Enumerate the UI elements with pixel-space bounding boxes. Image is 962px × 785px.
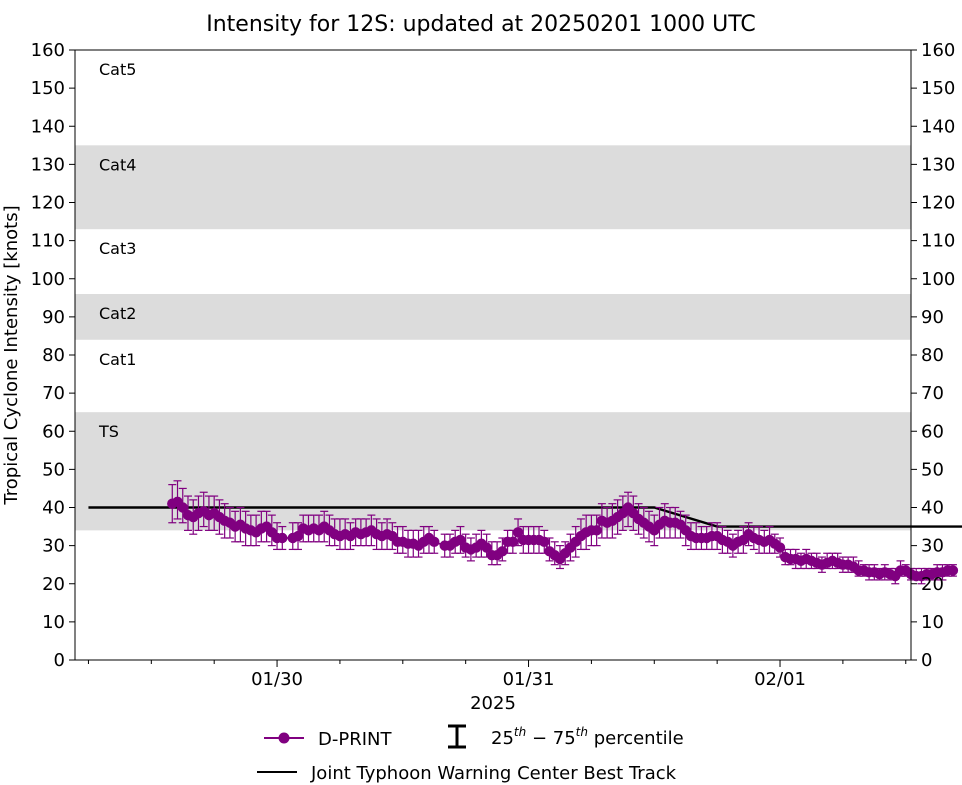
band-cat2: [75, 294, 911, 340]
y-tick-label-left: 120: [31, 193, 65, 214]
y-tick-label-right: 30: [921, 536, 944, 557]
dprint-point: [177, 502, 188, 513]
dprint-point: [497, 546, 508, 557]
y-tick-label-left: 50: [42, 459, 65, 480]
y-tick-label-right: 90: [921, 307, 944, 328]
y-tick-label-right: 70: [921, 383, 944, 404]
dprint-point: [455, 534, 466, 546]
y-tick-label-right: 160: [921, 40, 955, 61]
band-cat4: [75, 145, 911, 230]
y-tick-label-right: 10: [921, 612, 944, 633]
y-tick-label-right: 20: [921, 574, 944, 595]
x-axis-label: 2025: [470, 693, 516, 714]
dprint-point: [277, 532, 288, 544]
y-tick-label-right: 100: [921, 269, 955, 290]
y-tick-label-right: 40: [921, 498, 944, 519]
band-label-cat4: Cat4: [99, 155, 136, 174]
y-tick-label-left: 30: [42, 536, 65, 557]
legend-percentile-tail: percentile: [588, 728, 684, 749]
y-tick-label-left: 110: [31, 231, 65, 252]
dprint-point: [481, 542, 492, 553]
dprint-series: [167, 480, 959, 585]
y-tick-label-left: 20: [42, 574, 65, 595]
y-tick-label-left: 160: [31, 40, 65, 61]
legend-percentile-base: 25: [491, 728, 514, 749]
y-axis-left: 0 10 20 30 40 50 60 70 80 90 100 110 120 130 140 150 160: [31, 40, 75, 671]
y-tick-label-right: 150: [921, 78, 955, 99]
dprint-point: [947, 565, 959, 576]
x-tick-label: 01/30: [251, 669, 303, 690]
y-tick-label-left: 0: [54, 650, 65, 671]
dprint-point: [512, 527, 524, 538]
legend-percentile-mid: − 75: [526, 728, 575, 749]
y-tick-label-left: 60: [42, 421, 65, 442]
y-tick-label-left: 140: [31, 116, 65, 137]
legend-percentile-label: 25th − 75th percentile: [491, 725, 684, 749]
dprint-point: [591, 525, 602, 536]
category-band-labels: TS Cat1 Cat2 Cat3 Cat4 Cat5: [98, 60, 136, 441]
y-tick-label-right: 60: [921, 421, 944, 442]
y-tick-label-right: 110: [921, 231, 955, 252]
band-label-cat2: Cat2: [99, 304, 136, 323]
dprint-point: [429, 536, 440, 548]
y-tick-label-right: 130: [921, 154, 955, 175]
chart-title: Intensity for 12S: updated at 20250201 1…: [206, 12, 756, 37]
legend-best-track-label: Joint Typhoon Warning Center Best Track: [310, 763, 677, 784]
x-tick-label: 02/01: [754, 669, 806, 690]
y-tick-label-left: 90: [42, 307, 65, 328]
y-tick-label-left: 10: [42, 612, 65, 633]
legend-percentile-sup2: th: [576, 725, 588, 739]
band-label-cat1: Cat1: [99, 350, 136, 369]
band-label-cat5: Cat5: [99, 60, 136, 79]
dprint-point: [292, 530, 304, 542]
dprint-point: [774, 542, 786, 553]
legend-errorbar-symbol: [448, 724, 466, 749]
y-tick-label-left: 130: [31, 154, 65, 175]
y-tick-label-right: 120: [921, 193, 955, 214]
y-axis-right: 0 10 20 30 40 50 60 70 80 90 100 110 120 130 140 150 160: [911, 40, 955, 671]
y-tick-label-left: 40: [42, 498, 65, 519]
y-tick-label-left: 150: [31, 78, 65, 99]
category-bands: [75, 145, 911, 531]
band-label-cat3: Cat3: [99, 239, 136, 258]
plot-frame: [74, 49, 912, 661]
y-axis-label: Tropical Cyclone Intensity [knots]: [1, 205, 22, 505]
y-tick-label-left: 80: [42, 345, 65, 366]
x-axis: 01/30 01/31 02/01: [87, 660, 907, 690]
y-tick-label-left: 70: [42, 383, 65, 404]
y-tick-label-right: 80: [921, 345, 944, 366]
band-label-ts: TS: [98, 422, 119, 441]
x-tick-label: 01/31: [503, 669, 555, 690]
legend-dprint-label: D-PRINT: [318, 729, 392, 750]
legend-dprint-marker: [278, 732, 290, 744]
y-tick-label-right: 140: [921, 116, 955, 137]
legend-percentile-sup1: th: [514, 725, 526, 739]
legend: D-PRINT 25th − 75th percentile Joint Typ…: [257, 724, 684, 784]
y-tick-label-left: 100: [31, 269, 65, 290]
y-tick-label-right: 0: [921, 650, 932, 671]
dprint-point: [507, 536, 519, 548]
y-tick-label-right: 50: [921, 459, 944, 480]
dprint-point: [539, 536, 550, 548]
